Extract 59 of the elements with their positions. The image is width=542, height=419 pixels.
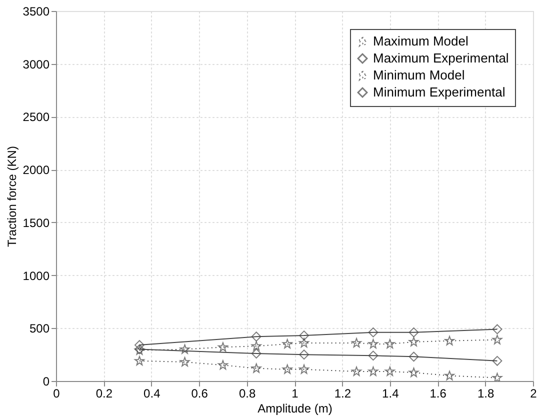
x-tick-label: 1.4 [382,386,400,400]
x-tick-label: 1.8 [477,386,494,400]
point [352,338,362,348]
y-tick-label: 500 [29,322,50,336]
x-tick-label: 0.8 [238,386,256,400]
x-tick-label: 0 [53,386,60,400]
point [251,332,262,342]
y-tick-label: 0 [42,374,50,388]
point [384,366,395,376]
point [368,339,378,349]
x-tick-label: 1.2 [334,386,352,400]
point [408,327,419,338]
point [251,341,262,351]
y-tick-label: 3500 [22,4,50,18]
point [218,342,228,352]
point [134,356,144,366]
point [282,339,292,349]
point [180,357,190,366]
point [408,336,419,346]
point [218,360,228,370]
point [282,364,292,374]
x-tick-label: 0.4 [144,386,161,400]
x-tick-label: 0.6 [191,386,208,400]
point [444,336,454,346]
legend-label: Minimum Experimental [373,84,506,100]
point [492,372,502,381]
x-tick-label: 2 [530,386,538,400]
legend-label: Minimum Model [373,68,465,82]
point [134,340,144,350]
x-tick-label: 0.2 [96,386,113,400]
y-tick-label: 2000 [22,163,50,178]
point [492,334,502,344]
point [368,327,378,338]
point [299,364,310,374]
y-tick-label: 2500 [22,110,50,124]
point [492,324,502,334]
point [251,363,262,373]
point [299,350,310,360]
point [444,370,454,380]
point [384,339,395,349]
point [368,350,378,361]
y-axis-title: Traction force (KN) [4,146,19,247]
point [251,348,262,358]
point [299,338,310,348]
point [368,366,378,376]
y-tick-label: 1500 [22,216,50,230]
point [408,368,419,378]
point [408,352,419,362]
legend-label: Maximum Experimental [373,50,509,66]
x-axis-title: Amplitude (m) [258,402,332,416]
point [180,344,190,354]
point [492,356,502,366]
y-tick-label: 3000 [22,57,50,72]
point [352,366,362,376]
legend-label: Maximum Model [373,34,468,48]
point [299,330,310,341]
y-tick-label: 1000 [22,268,50,283]
x-tick-label: 1.6 [430,386,447,400]
x-tick-label: 1 [292,386,299,400]
